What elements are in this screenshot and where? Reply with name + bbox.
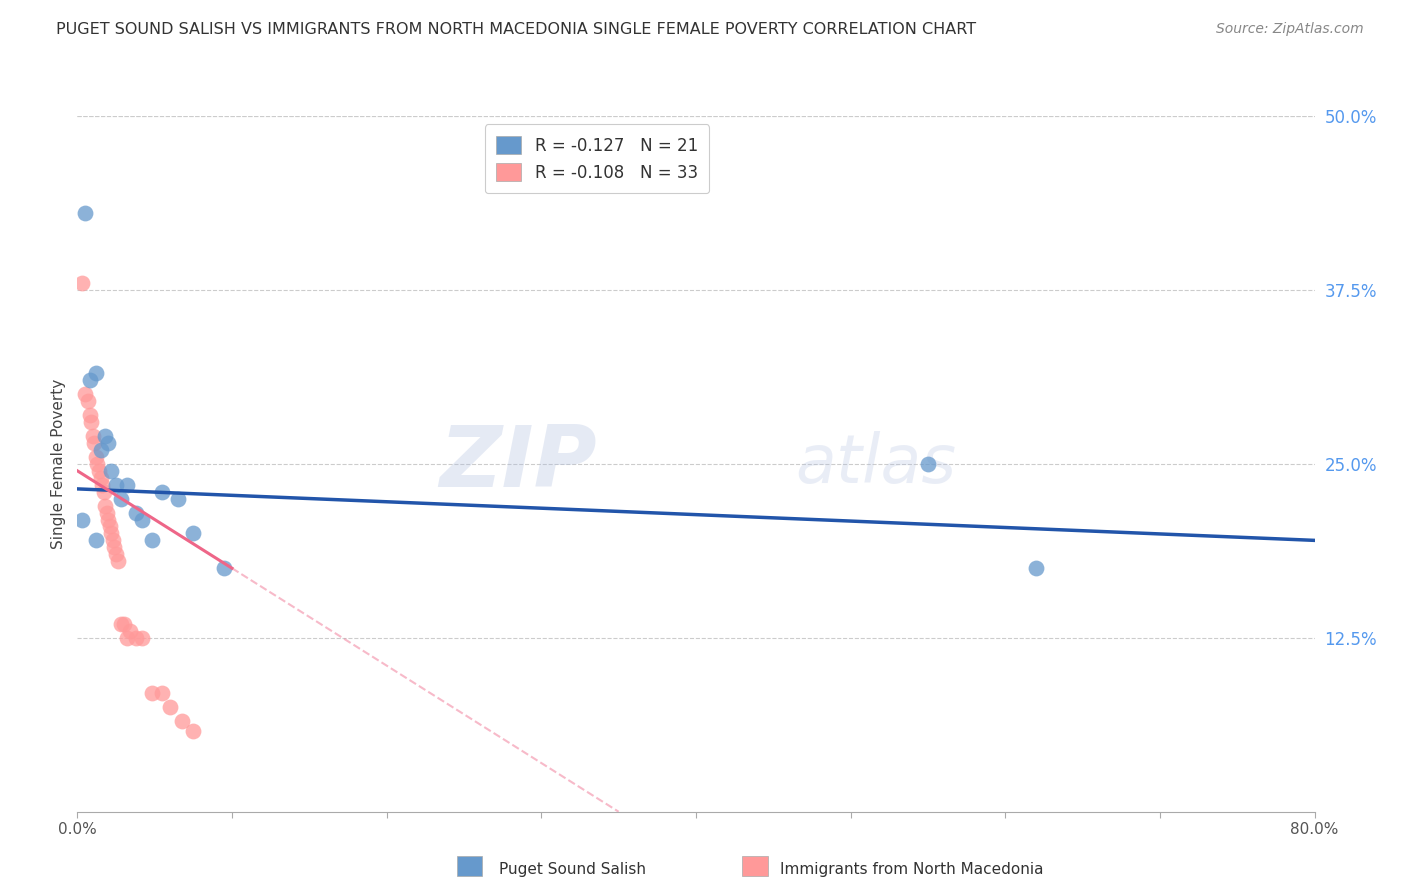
Y-axis label: Single Female Poverty: Single Female Poverty — [51, 379, 66, 549]
Text: Puget Sound Salish: Puget Sound Salish — [499, 863, 647, 877]
Text: ZIP: ZIP — [439, 422, 598, 506]
Point — [131, 512, 153, 526]
Point — [118, 624, 141, 638]
Point — [115, 631, 138, 645]
Point — [84, 367, 107, 381]
Point — [97, 512, 120, 526]
Point — [152, 484, 174, 499]
Point — [917, 457, 939, 471]
Point — [75, 206, 96, 220]
Point — [110, 616, 132, 631]
Point — [90, 471, 112, 485]
Point — [100, 526, 122, 541]
Text: Immigrants from North Macedonia: Immigrants from North Macedonia — [780, 863, 1043, 877]
Point — [82, 429, 104, 443]
Point — [125, 631, 148, 645]
Point — [214, 561, 236, 575]
Point — [97, 436, 120, 450]
Point — [83, 436, 105, 450]
Bar — [457, 856, 482, 876]
Point — [152, 686, 174, 700]
Text: PUGET SOUND SALISH VS IMMIGRANTS FROM NORTH MACEDONIA SINGLE FEMALE POVERTY CORR: PUGET SOUND SALISH VS IMMIGRANTS FROM NO… — [56, 22, 976, 37]
Point — [98, 519, 121, 533]
Point — [101, 533, 124, 548]
Text: Source: ZipAtlas.com: Source: ZipAtlas.com — [1216, 22, 1364, 37]
Bar — [742, 856, 768, 876]
Point — [79, 373, 101, 387]
Point — [110, 491, 132, 506]
Point — [1025, 561, 1047, 575]
Point — [100, 464, 122, 478]
Point — [75, 387, 96, 401]
Point — [84, 450, 107, 464]
Point — [87, 464, 110, 478]
Point — [172, 714, 194, 729]
Legend: R = -0.127   N = 21, R = -0.108   N = 33: R = -0.127 N = 21, R = -0.108 N = 33 — [485, 124, 710, 194]
Point — [94, 499, 117, 513]
Point — [141, 686, 163, 700]
Point — [131, 631, 153, 645]
Point — [107, 554, 129, 568]
Point — [159, 700, 181, 714]
Point — [84, 533, 107, 548]
Point — [70, 276, 93, 290]
Point — [103, 541, 125, 555]
Point — [183, 526, 205, 541]
Point — [80, 415, 103, 429]
Point — [79, 408, 101, 422]
Point — [105, 547, 128, 561]
Point — [183, 724, 205, 739]
Point — [112, 616, 135, 631]
Point — [70, 512, 93, 526]
Point — [105, 477, 128, 491]
Point — [115, 477, 138, 491]
Point — [91, 477, 114, 491]
Point — [96, 506, 118, 520]
Point — [125, 506, 148, 520]
Point — [167, 491, 190, 506]
Point — [141, 533, 163, 548]
Text: atlas: atlas — [794, 431, 956, 497]
Point — [86, 457, 108, 471]
Point — [77, 394, 100, 409]
Point — [94, 429, 117, 443]
Point — [93, 484, 115, 499]
Point — [90, 442, 112, 457]
